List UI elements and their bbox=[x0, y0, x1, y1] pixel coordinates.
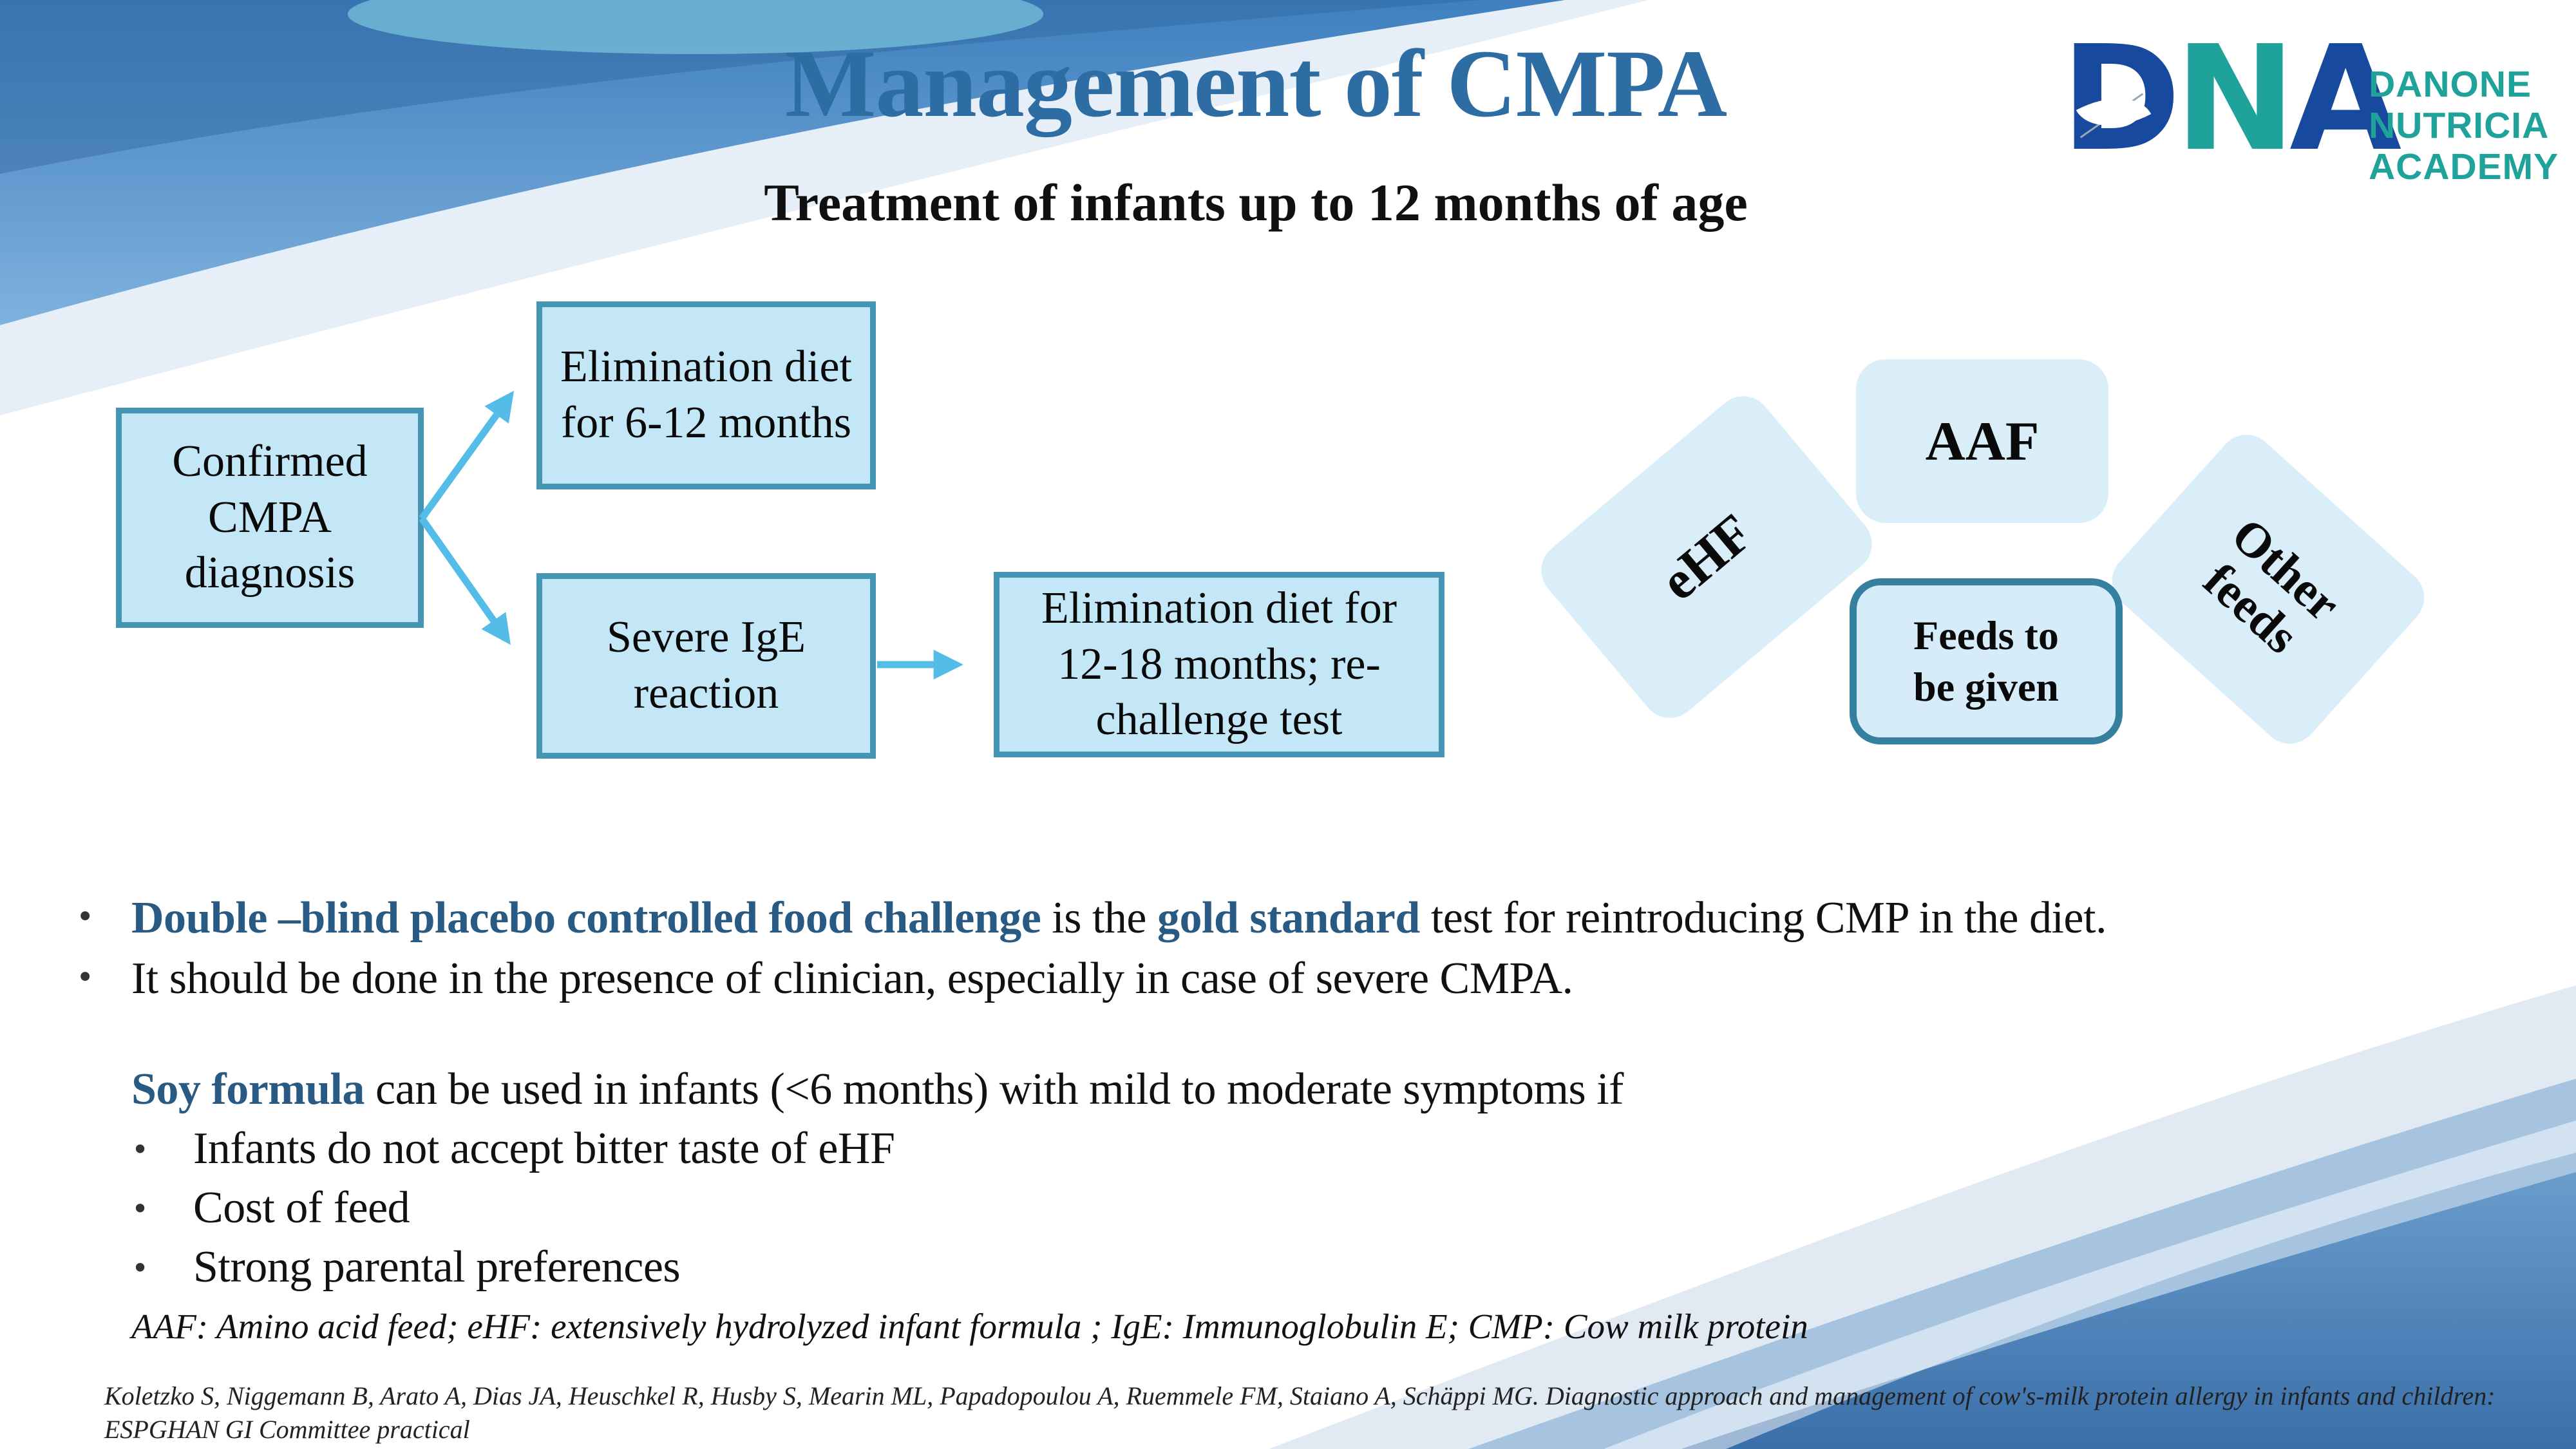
reference-citation: Koletzko S, Niggemann B, Arato A, Dias J… bbox=[104, 1379, 2526, 1449]
soy-item-text: Strong parental preferences bbox=[193, 1242, 681, 1292]
flow-box-confirmed-cmpa: Confirmed CMPA diagnosis bbox=[116, 408, 424, 628]
bullet-gold-standard: • Double –blind placebo controlled food … bbox=[76, 890, 2107, 947]
logo-wordmark: DANONE NUTRICIA ACADEMY bbox=[2369, 64, 2559, 187]
flow-box-elimination-6-12: Elimination diet for 6-12 months bbox=[536, 301, 876, 489]
bullet-strong-dbpcfc: Double –blind placebo controlled food ch… bbox=[131, 893, 1041, 943]
dna-logo-letters: DNA bbox=[2061, 27, 2401, 172]
bullet-marker: • bbox=[131, 1191, 149, 1226]
soy-item-cost: • Cost of feed bbox=[131, 1182, 1624, 1242]
page-title: Management of CMPA bbox=[784, 30, 1727, 137]
feed-shape-ehf: eHF bbox=[1530, 384, 1884, 730]
feeds-to-be-given-box: Feeds to be given bbox=[1850, 578, 2123, 744]
reference-citation-line1: Koletzko S, Niggemann B, Arato A, Dias J… bbox=[104, 1381, 2496, 1444]
bullet-clinician-presence-text: It should be done in the presence of cli… bbox=[131, 954, 1573, 1003]
bullet-marker: • bbox=[131, 1132, 149, 1167]
feeds-to-be-given-label: Feeds to be given bbox=[1913, 612, 2059, 710]
soy-item-bitter-taste: • Infants do not accept bitter taste of … bbox=[131, 1123, 1624, 1182]
bullet-text-segment: is the bbox=[1041, 893, 1158, 943]
soy-intro-text: Soy formula can be used in infants (<6 m… bbox=[131, 1064, 1624, 1115]
bullet-marker: • bbox=[131, 1251, 149, 1285]
soy-item-parental-preferences: • Strong parental preferences bbox=[131, 1242, 1624, 1301]
page-subtitle: Treatment of infants up to 12 months of … bbox=[764, 173, 1748, 232]
arrow-confirmed-to-elimination bbox=[419, 390, 515, 521]
logo-wordmark-line3: ACADEMY bbox=[2369, 146, 2559, 187]
bullet-clinician-presence: • It should be done in the presence of c… bbox=[76, 951, 1573, 1007]
bullet-marker: • bbox=[76, 960, 94, 996]
bullet-marker: • bbox=[76, 899, 94, 935]
logo-letter-n: N bbox=[2174, 15, 2296, 184]
logo-wordmark-line2: NUTRICIA bbox=[2369, 104, 2550, 146]
soy-item-text: Cost of feed bbox=[193, 1183, 410, 1233]
feed-shape-other-feeds-label: Other feeds bbox=[2193, 507, 2351, 665]
bullet-strong-gold-standard: gold standard bbox=[1157, 893, 1420, 943]
feed-shape-aaf: AAF bbox=[1856, 359, 2108, 523]
soy-item-text: Infants do not accept bitter taste of eH… bbox=[193, 1124, 895, 1173]
flow-box-elimination-12-18: Elimination diet for 12-18 months; re-ch… bbox=[994, 572, 1444, 757]
logo-letter-a: A bbox=[2289, 15, 2401, 184]
soy-formula-strong: Soy formula bbox=[131, 1065, 365, 1114]
bullet-text-segment: test for reintroducing CMP in the diet. bbox=[1419, 893, 2107, 943]
arrow-confirmed-to-severe-ige bbox=[419, 516, 511, 645]
flow-box-severe-ige: Severe IgE reaction bbox=[536, 573, 876, 759]
reference-citation-line2: guidelines. Journal of pediatric gastroe… bbox=[104, 1446, 2526, 1449]
abbreviations-footnote: AAF: Amino acid feed; eHF: extensively h… bbox=[131, 1307, 1808, 1346]
danone-nutricia-academy-logo: DNA DANONE NUTRICIA ACADEMY bbox=[2061, 27, 2558, 213]
bullet-gold-standard-text: Double –blind placebo controlled food ch… bbox=[131, 890, 2107, 947]
soy-intro-rest: can be used in infants (<6 months) with … bbox=[365, 1065, 1624, 1114]
soy-formula-section: Soy formula can be used in infants (<6 m… bbox=[76, 1064, 1624, 1301]
soy-intro-line: Soy formula can be used in infants (<6 m… bbox=[131, 1064, 1624, 1123]
logo-wordmark-line1: DANONE bbox=[2369, 64, 2532, 105]
feed-shape-other-feeds: Other feeds bbox=[2100, 423, 2436, 755]
